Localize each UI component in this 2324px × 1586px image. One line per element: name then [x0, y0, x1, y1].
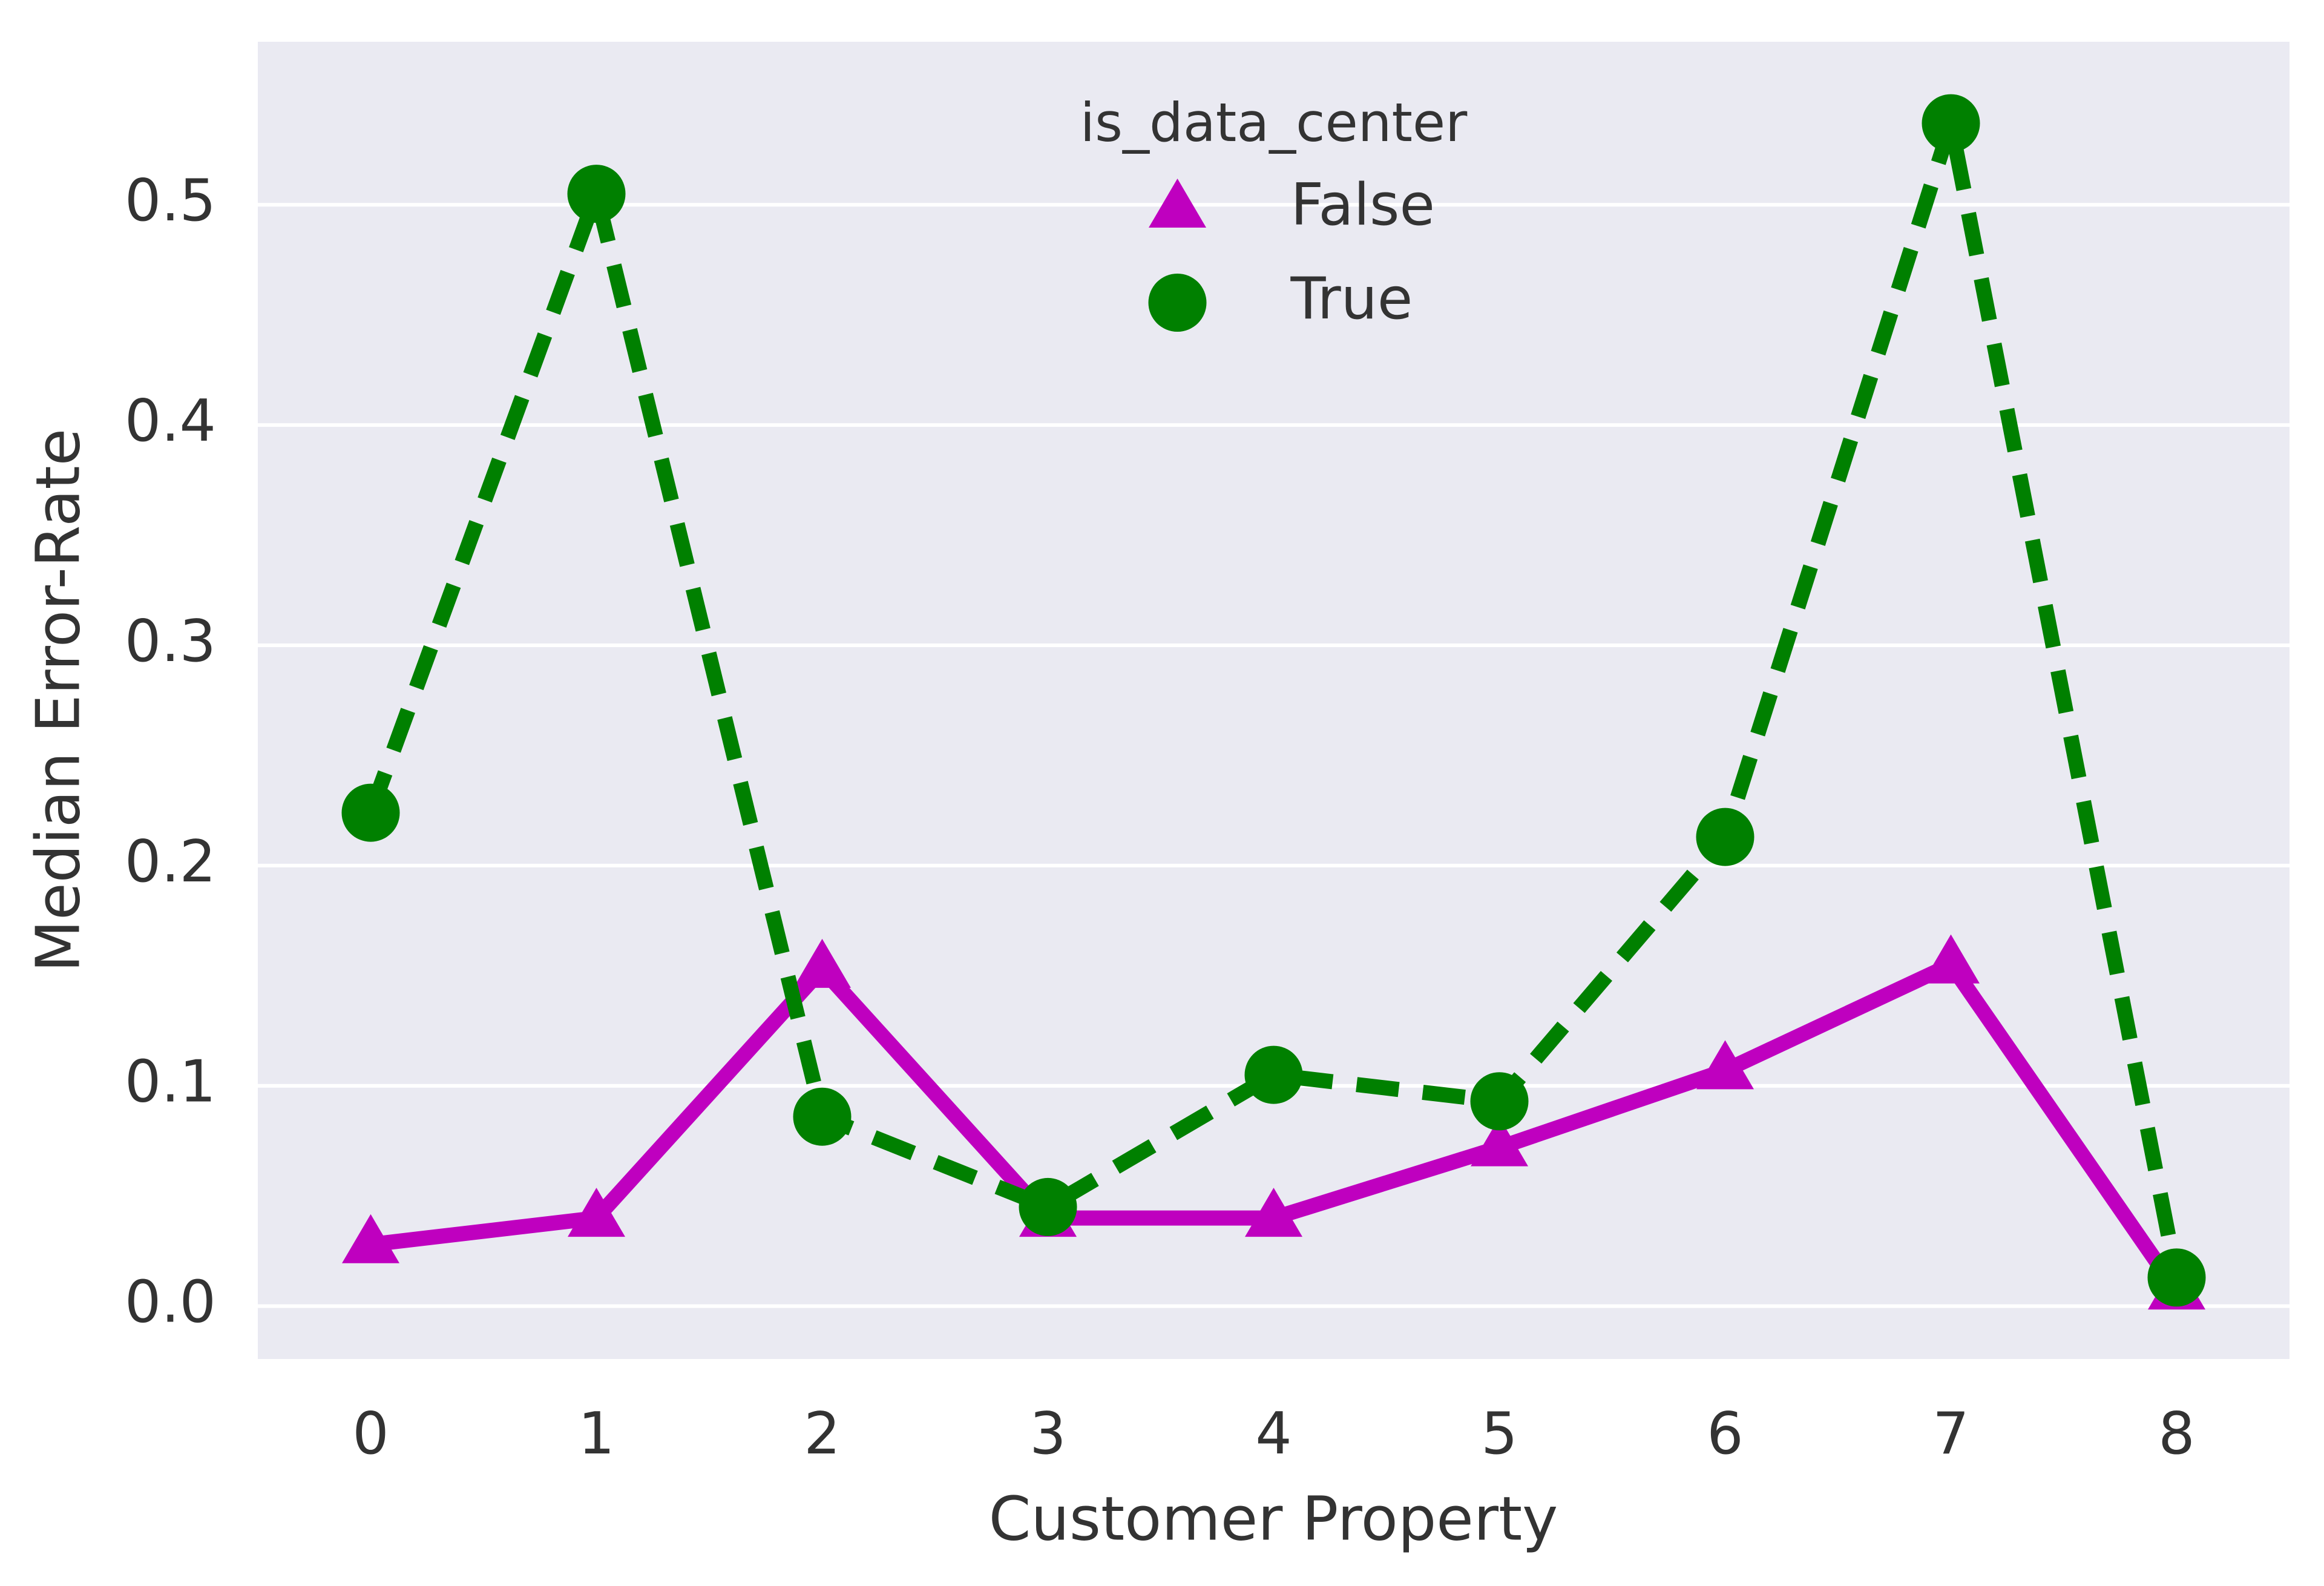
y-tick-label: 0.5 [125, 168, 216, 234]
plot-background [258, 42, 2290, 1359]
marker [341, 783, 400, 842]
x-tick-label: 6 [1707, 1401, 1743, 1467]
x-tick-label: 3 [1029, 1401, 1066, 1467]
legend-label: True [1290, 266, 1413, 332]
legend-title: is_data_center [1080, 91, 1468, 154]
x-tick-label: 1 [578, 1401, 614, 1467]
x-tick-label: 7 [1932, 1401, 1969, 1467]
y-tick-label: 0.4 [125, 388, 216, 455]
marker [567, 165, 626, 223]
legend-label: False [1291, 172, 1435, 239]
x-tick-label: 0 [352, 1401, 389, 1467]
x-tick-label: 8 [2158, 1401, 2194, 1467]
x-tick-label: 5 [1481, 1401, 1517, 1467]
y-tick-label: 0.0 [125, 1269, 216, 1336]
y-tick-label: 0.1 [125, 1049, 216, 1116]
marker [1245, 1188, 1302, 1237]
marker [1470, 1072, 1529, 1131]
marker [1244, 1045, 1303, 1104]
marker [1922, 94, 1980, 153]
marker [1696, 1040, 1754, 1090]
x-tick-label: 4 [1255, 1401, 1292, 1467]
marker [793, 1087, 852, 1146]
marker [1922, 934, 1980, 984]
marker [568, 1188, 625, 1237]
legend-marker [1149, 179, 1206, 228]
y-tick-label: 0.3 [125, 608, 216, 675]
x-tick-label: 2 [804, 1401, 840, 1467]
marker [342, 1214, 399, 1263]
marker [2147, 1248, 2206, 1307]
legend-marker [1148, 274, 1207, 332]
marker [1696, 808, 1754, 866]
marker [1471, 1117, 1528, 1166]
x-axis-label: Customer Property [989, 1483, 1558, 1554]
marker [1019, 1177, 1077, 1236]
y-tick-label: 0.2 [125, 829, 216, 895]
marker [793, 938, 851, 988]
y-axis-label: Median Error-Rate [22, 429, 93, 972]
